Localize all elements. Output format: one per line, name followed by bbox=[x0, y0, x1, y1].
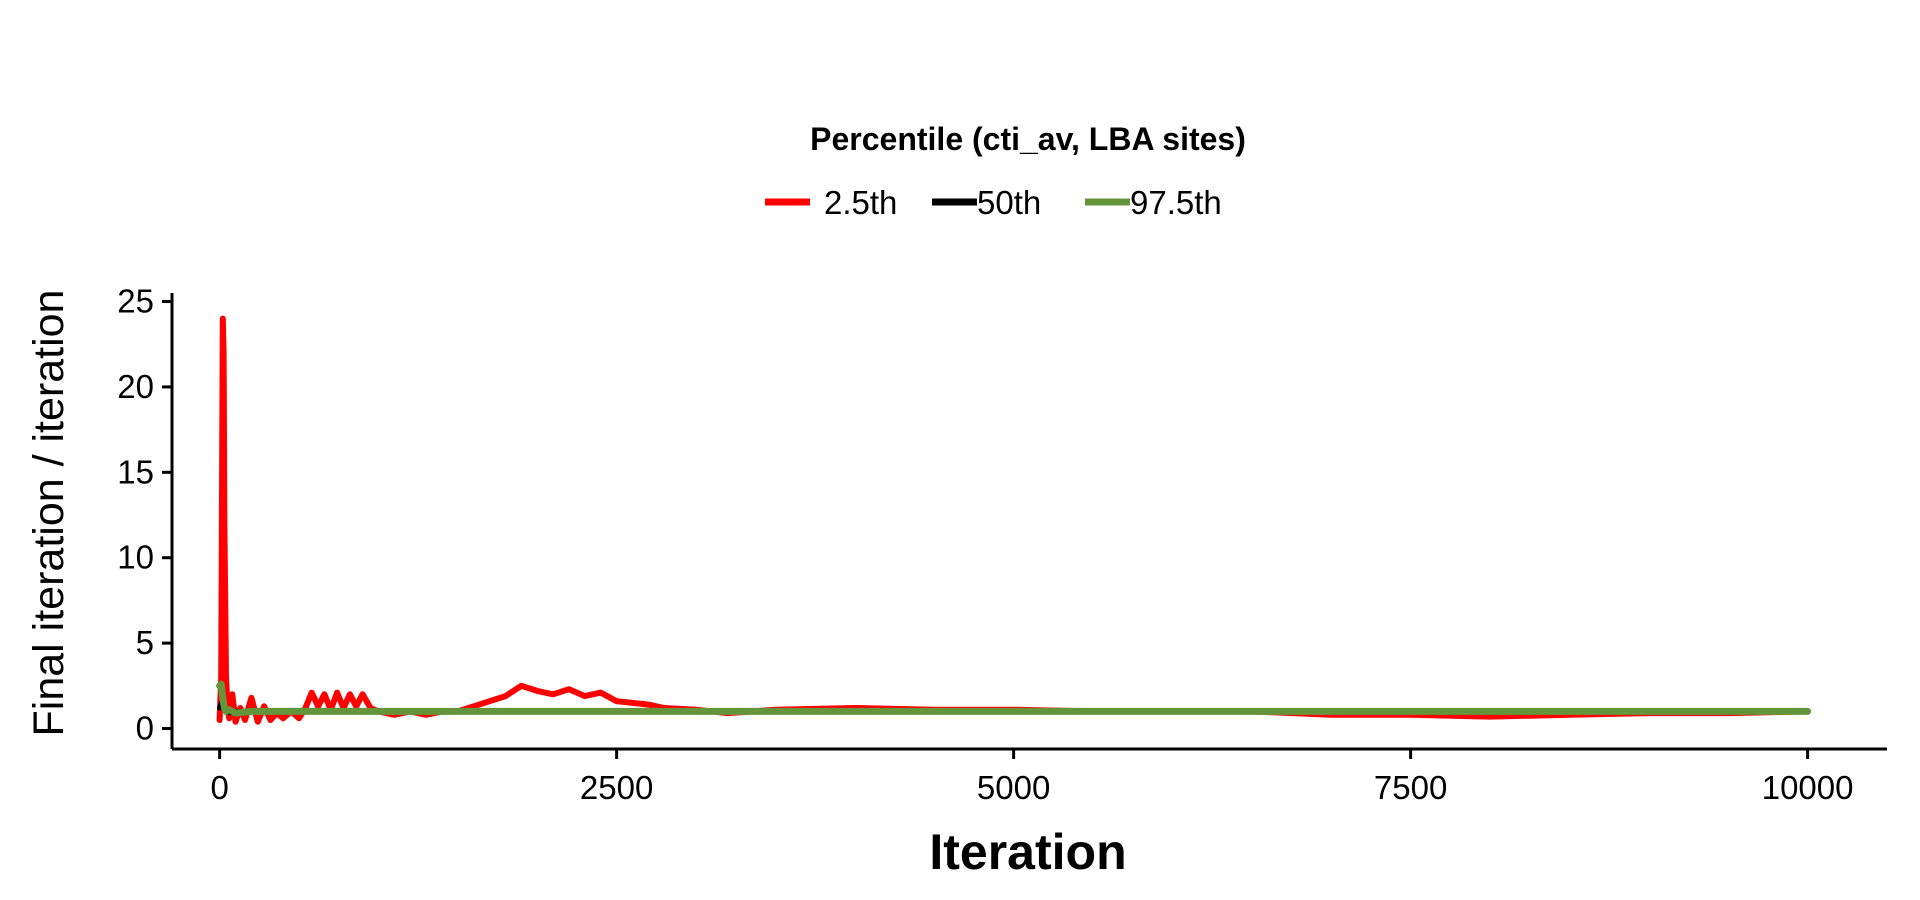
x-tick-label: 5000 bbox=[977, 769, 1050, 806]
x-tick-label: 2500 bbox=[580, 769, 653, 806]
x-tick-label: 10000 bbox=[1762, 769, 1854, 806]
series-line-2-5th bbox=[216, 315, 1811, 725]
legend-label: 97.5th bbox=[1130, 184, 1222, 221]
plot-area: 0 5 10 15 20 25 0 2500 5000 7500 10000 bbox=[117, 283, 1887, 806]
x-tick-label: 7500 bbox=[1374, 769, 1447, 806]
y-tick-label: 0 bbox=[136, 710, 154, 747]
series-line-97-5th bbox=[216, 680, 1812, 717]
y-tick-label: 5 bbox=[136, 624, 154, 661]
legend-title: Percentile (cti_av, LBA sites) bbox=[810, 121, 1246, 157]
legend: Percentile (cti_av, LBA sites) 2.5th 50th… bbox=[765, 121, 1246, 221]
x-tick-label: 0 bbox=[210, 769, 228, 806]
y-tick-label: 25 bbox=[117, 283, 154, 320]
y-ticks: 0 5 10 15 20 25 bbox=[117, 283, 172, 747]
y-tick-label: 15 bbox=[117, 453, 154, 490]
legend-label: 2.5th bbox=[824, 184, 897, 221]
legend-items: 2.5th 50th 97.5th bbox=[765, 184, 1222, 221]
x-axis-title: Iteration bbox=[929, 824, 1126, 880]
y-tick-label: 10 bbox=[117, 539, 154, 576]
series-layer bbox=[216, 315, 1812, 725]
legend-label: 50th bbox=[977, 184, 1041, 221]
y-axis-title: Final iteration / iteration bbox=[25, 290, 73, 737]
y-tick-label: 20 bbox=[117, 368, 154, 405]
x-ticks: 0 2500 5000 7500 10000 bbox=[210, 749, 1853, 806]
